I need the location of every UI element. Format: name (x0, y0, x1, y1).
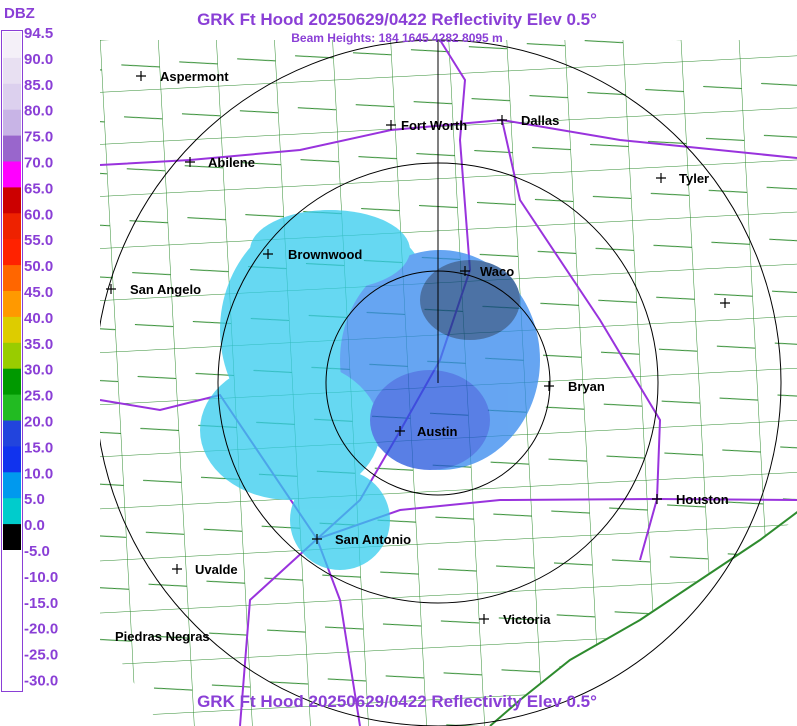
colorbar-label: 10.0 (24, 465, 53, 482)
colorbar-label: 85.0 (24, 77, 53, 94)
city-labels: Aspermont Fort Worth Dallas Abilene Tyler Bro… (106, 69, 730, 644)
colorbar-label: 30.0 (24, 362, 53, 379)
colorbar-labels: 94.5 90.0 85.0 80.0 75.0 70.0 65.0 60.0 55.0 50.0… (24, 25, 58, 690)
city-label: Houston (676, 492, 729, 507)
city-marker (460, 266, 470, 276)
colorbar-label: -25.0 (24, 647, 58, 664)
city-marker (720, 298, 730, 308)
colorbar-step (3, 83, 21, 111)
colorbar-step (3, 550, 21, 577)
legend-unit: DBZ (4, 5, 35, 22)
city-label: San Antonio (335, 532, 411, 547)
footer-title: GRK Ft Hood 20250629/0422 Reflectivity E… (197, 692, 597, 711)
colorbar-step (3, 653, 21, 680)
colorbar-step (3, 627, 21, 655)
colorbar-label: -30.0 (24, 673, 58, 690)
colorbar-label: 94.5 (24, 25, 53, 42)
colorbar-step (3, 394, 21, 421)
city-label: Tyler (679, 171, 709, 186)
city-marker (136, 71, 146, 81)
colorbar-step (3, 57, 21, 85)
city-marker (479, 614, 489, 624)
colorbar-step (3, 213, 21, 240)
colorbar-label: 75.0 (24, 129, 53, 146)
city-label: Aspermont (160, 69, 229, 84)
colorbar-step (3, 316, 21, 344)
city-label: Dallas (521, 113, 559, 128)
colorbar-label: 40.0 (24, 310, 53, 327)
city-label: Bryan (568, 379, 605, 394)
colorbar-step (3, 32, 21, 59)
colorbar-label: 35.0 (24, 336, 53, 353)
colorbar-step (3, 135, 21, 162)
colorbar-label: 45.0 (24, 284, 53, 301)
colorbar-label: -5.0 (24, 543, 50, 560)
colorbar-step (3, 446, 21, 473)
city-marker (497, 115, 507, 125)
colorbar-step (3, 291, 21, 318)
colorbar-label: -15.0 (24, 595, 58, 612)
colorbar-step (3, 187, 21, 214)
colorbar-step (3, 498, 21, 525)
colorbar-step (3, 109, 21, 137)
colorbar-step (3, 575, 21, 603)
city-marker (263, 249, 273, 259)
city-marker (656, 173, 666, 183)
radar-echoes (200, 210, 540, 570)
colorbar-label: 0.0 (24, 517, 45, 534)
colorbar-label: 25.0 (24, 388, 53, 405)
colorbar-step (3, 368, 21, 396)
colorbar-step (3, 239, 21, 266)
city-marker (312, 534, 322, 544)
colorbar-label: 20.0 (24, 414, 53, 431)
city-label: Brownwood (288, 247, 362, 262)
city-marker (395, 426, 405, 436)
city-marker (185, 157, 195, 167)
colorbar-step (3, 265, 21, 292)
colorbar (3, 32, 21, 680)
subtitle: Beam Heights: 184 1645 4282 8095 m (291, 31, 502, 45)
colorbar-label: 55.0 (24, 232, 53, 249)
colorbar-step (3, 601, 21, 629)
colorbar-label: 15.0 (24, 439, 53, 456)
colorbar-step (3, 161, 21, 188)
city-label: Abilene (208, 155, 255, 170)
city-marker (172, 564, 182, 574)
colorbar-label: -10.0 (24, 569, 58, 586)
city-label: Austin (417, 424, 458, 439)
city-marker (386, 120, 396, 130)
colorbar-step (3, 420, 21, 447)
colorbar-step (3, 524, 21, 551)
city-marker (652, 494, 662, 504)
colorbar-label: 50.0 (24, 258, 53, 275)
colorbar-step (3, 342, 21, 370)
city-label: San Angelo (130, 282, 201, 297)
city-label: Uvalde (195, 562, 238, 577)
colorbar-label: 65.0 (24, 180, 53, 197)
city-marker (544, 381, 554, 391)
city-label: Fort Worth (401, 118, 467, 133)
colorbar-label: 80.0 (24, 103, 53, 120)
city-marker (106, 284, 116, 294)
colorbar-step (3, 472, 21, 499)
colorbar-label: 60.0 (24, 206, 53, 223)
title: GRK Ft Hood 20250629/0422 Reflectivity E… (197, 10, 597, 29)
colorbar-label: 70.0 (24, 155, 53, 172)
city-label: Victoria (503, 612, 551, 627)
city-label: Piedras Negras (115, 629, 210, 644)
city-label: Waco (480, 264, 514, 279)
colorbar-label: -20.0 (24, 621, 58, 638)
colorbar-label: 90.0 (24, 51, 53, 68)
coastline (489, 511, 797, 726)
colorbar-label: 5.0 (24, 491, 45, 508)
